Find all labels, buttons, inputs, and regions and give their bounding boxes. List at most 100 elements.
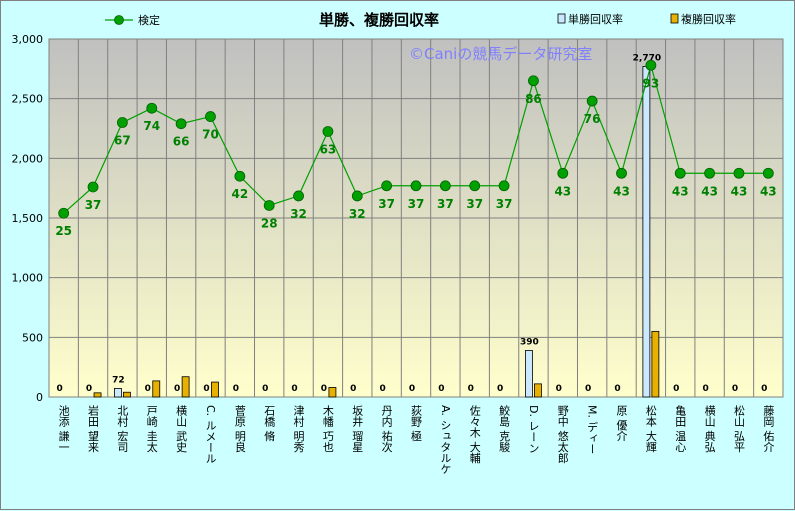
legend-line-marker [114, 15, 124, 25]
line-point-label: 37 [437, 197, 454, 211]
x-category-label: 野中 悠太郎 [556, 405, 569, 464]
line-point-label: 66 [173, 135, 190, 149]
place-bar [534, 383, 542, 398]
x-category-label: 北村 宏司 [116, 405, 129, 453]
place-bar [181, 376, 190, 398]
x-category-label: C. ルメール [204, 405, 217, 464]
line-point-label: 43 [731, 184, 748, 198]
line-point-label: 37 [408, 197, 425, 211]
line-point [87, 181, 99, 193]
legend-win-swatch [557, 13, 566, 24]
line-point-label: 37 [496, 197, 513, 211]
win-bar [642, 66, 651, 398]
x-category-label: 佐々木 大輔 [468, 404, 481, 464]
win-bar-label: 0 [321, 384, 327, 394]
place-bar [152, 380, 161, 398]
line-point-label: 43 [760, 184, 777, 198]
line-point-label: 43 [672, 184, 689, 198]
line-point-label: 37 [85, 198, 102, 212]
x-category-label: 鮫島 克駿 [498, 404, 511, 453]
line-point-label: 76 [584, 112, 601, 126]
line-point-label: 32 [349, 207, 366, 221]
line-point [439, 180, 451, 192]
win-bar-label: 0 [86, 384, 92, 394]
x-category-label: 石橋 脩 [263, 405, 276, 442]
win-bar [525, 350, 533, 398]
x-category-label: 津村 明秀 [292, 405, 305, 453]
line-point-label: 25 [55, 224, 72, 238]
line-point [410, 180, 422, 192]
win-bar-label: 0 [556, 384, 562, 394]
line-point-label: 86 [525, 92, 542, 106]
line-point [586, 95, 598, 107]
win-bar-label: 0 [761, 384, 767, 394]
y-tick-label: 500 [22, 331, 43, 344]
win-bar-label: 0 [585, 384, 591, 394]
y-tick-label: 1,000 [12, 272, 44, 285]
line-series: 25 37 67 74 66 70 42 28 32 63 32 37 37 37 37 37 86 43 76 43… [55, 59, 777, 238]
line-point [146, 102, 158, 114]
place-bar [211, 381, 219, 398]
win-bar-label: 0 [438, 384, 444, 394]
win-bar-label: 0 [57, 384, 63, 394]
win-bar-label: 0 [145, 384, 151, 394]
y-axis: 0 500 1,000 1,500 2,000 2,500 3,000 [12, 33, 44, 404]
x-category-label: 岩田 望来 [87, 404, 100, 453]
x-category-label: 原 優介 [615, 405, 628, 442]
legend-label-line: 検定 [138, 13, 160, 27]
x-category-label: D. レーン [527, 405, 540, 453]
x-category-label: 丹内 祐次 [380, 405, 393, 453]
win-bar-label: 0 [203, 384, 209, 394]
line-point-label: 28 [261, 216, 278, 230]
line-point [469, 180, 481, 192]
line-point [322, 126, 334, 137]
line-point [263, 200, 275, 211]
x-category-label: 横山 武史 [175, 404, 188, 453]
line-point [117, 117, 128, 128]
win-bar-label: 2,770 [633, 53, 661, 63]
place-bar [123, 391, 131, 398]
line-point-label: 43 [554, 184, 571, 198]
line-point [733, 167, 745, 179]
win-bar-label: 0 [262, 384, 268, 394]
line-point [498, 180, 510, 192]
x-category-label: 坂井 瑠星 [351, 405, 364, 453]
line-point-label: 43 [701, 184, 718, 198]
place-bar [93, 392, 102, 398]
win-bar-label: 390 [520, 337, 539, 347]
y-tick-label: 1,500 [12, 212, 44, 225]
line-point-label: 74 [143, 119, 160, 133]
x-category-label: M. ディー [586, 405, 599, 454]
legend-label-win: 単勝回収率 [568, 12, 623, 26]
win-bar-label: 0 [673, 384, 679, 394]
line-point [704, 167, 715, 179]
y-tick-label: 2,500 [12, 93, 44, 106]
x-category-label: 藤岡 佑介 [762, 405, 775, 453]
line-point-label: 42 [231, 187, 248, 201]
x-category-label: 戸崎 圭太 [145, 405, 158, 453]
line-point-label: 63 [320, 142, 337, 156]
win-bar-label: 0 [233, 384, 239, 394]
line-point [293, 190, 304, 202]
win-bar-label: 0 [497, 384, 503, 394]
win-bar-label: 0 [291, 384, 297, 394]
place-bar [651, 330, 660, 398]
line-point-label: 37 [466, 197, 483, 211]
line-point-label: 93 [643, 76, 660, 90]
line-point-label: 67 [114, 134, 131, 148]
line-point [616, 167, 627, 179]
win-bar-label: 0 [380, 384, 386, 394]
x-category-label: 松本 大輝 [644, 404, 657, 453]
line-point [234, 170, 246, 182]
line-point [58, 207, 70, 219]
x-category-label: 松山 弘平 [732, 404, 745, 453]
x-category-label: 荻野 極 [410, 405, 423, 442]
legend-label-place: 複勝回収率 [681, 12, 736, 26]
x-category-label: 菅原 明良 [233, 405, 246, 453]
x-category-label: A. シュタルケ [439, 405, 452, 474]
line-point [645, 59, 657, 71]
y-tick-label: 0 [36, 391, 43, 404]
win-bar [114, 388, 122, 398]
line-point-label: 70 [202, 128, 219, 142]
